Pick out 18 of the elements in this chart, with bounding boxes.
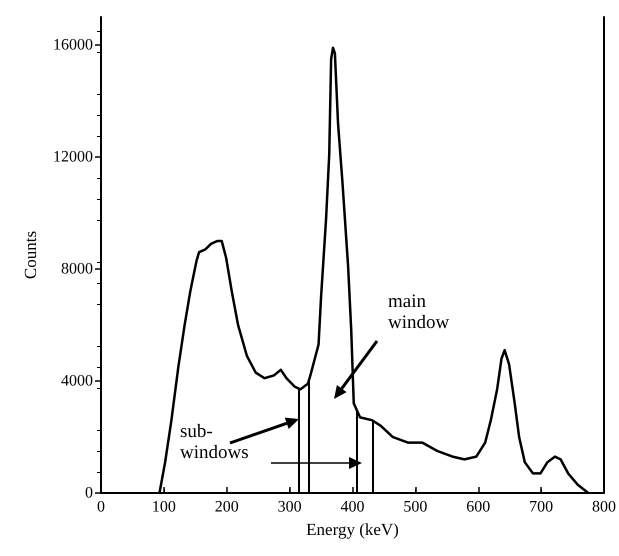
x-tick-label: 400 — [340, 498, 364, 516]
y-tick-label: 8000 — [61, 260, 93, 278]
annotation: sub-windows — [180, 421, 249, 463]
x-tick-label: 600 — [466, 498, 490, 516]
x-tick-label: 500 — [403, 498, 428, 516]
x-tick-label: 100 — [152, 498, 176, 516]
annotation: main window — [388, 291, 450, 333]
y-tick-label: 0 — [85, 484, 93, 502]
x-axis-title: Energy (keV) — [306, 520, 399, 539]
y-tick-label: 16000 — [53, 36, 93, 54]
y-tick-label: 4000 — [61, 372, 93, 390]
y-tick-label: 12000 — [53, 148, 93, 166]
y-axis-title: Counts — [21, 230, 40, 280]
x-tick-label: 700 — [529, 498, 554, 516]
x-tick-label: 300 — [278, 498, 302, 516]
x-tick-label: 0 — [97, 498, 105, 516]
x-tick-label: 800 — [592, 498, 616, 516]
x-tick-label: 200 — [214, 498, 239, 516]
